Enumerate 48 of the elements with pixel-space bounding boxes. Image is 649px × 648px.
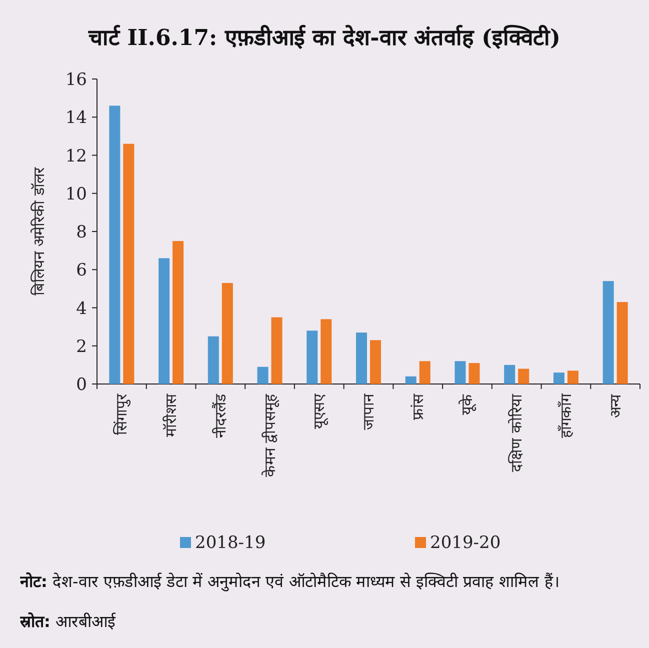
bar bbox=[109, 106, 120, 384]
y-tick-label: 10 bbox=[65, 184, 87, 204]
y-tick-label: 4 bbox=[76, 298, 87, 319]
x-tick-label: केमन द्वीपसमूह bbox=[260, 393, 280, 477]
x-tick-label: अन्य bbox=[606, 394, 624, 418]
bar bbox=[567, 370, 578, 384]
bar bbox=[370, 340, 381, 384]
y-tick-label: 2 bbox=[76, 336, 87, 357]
y-tick-label: 0 bbox=[76, 375, 87, 395]
bar bbox=[356, 332, 367, 384]
y-tick-label: 12 bbox=[65, 146, 87, 166]
x-tick-label: सिंगापुर bbox=[112, 393, 132, 435]
x-tick-label: जापान bbox=[360, 393, 378, 430]
legend-label: 2019-20 bbox=[430, 533, 501, 553]
x-tick-label: यूएसए bbox=[310, 393, 330, 429]
bar bbox=[257, 366, 268, 384]
bar bbox=[123, 144, 134, 384]
bar bbox=[208, 336, 219, 384]
bar bbox=[518, 368, 530, 384]
bar bbox=[616, 302, 628, 384]
x-tick-label: यूके bbox=[458, 394, 478, 415]
bar bbox=[602, 281, 614, 384]
y-axis-title: बिलियन अमेरिकी डॉलर bbox=[30, 166, 48, 296]
bar bbox=[553, 372, 564, 384]
text: नोट: देश-वार एफ़डीआई डेटा में अनुमोदन एवं ऑटोमैटिक माध्यम से इक्विटी प्रवाह शामिल हैं। bbox=[20, 572, 560, 591]
x-tick-label: हॉंगकॉंग bbox=[556, 393, 575, 438]
legend-label: 2018-19 bbox=[195, 533, 266, 553]
bar bbox=[468, 363, 480, 384]
x-tick-label: नीदरलैंड bbox=[211, 393, 230, 438]
bar bbox=[454, 361, 466, 384]
y-tick-label: 14 bbox=[65, 108, 87, 128]
text: स्रोत: आरबीआई bbox=[20, 612, 117, 631]
bar bbox=[306, 330, 318, 384]
bar bbox=[172, 241, 184, 384]
x-tick-label: फ्रांस bbox=[408, 393, 427, 420]
x-tick-label: दक्षिण कोरिया bbox=[508, 393, 526, 472]
y-tick-label: 8 bbox=[76, 222, 87, 242]
bar bbox=[504, 364, 516, 384]
x-tick-label: मॉरीशस bbox=[162, 393, 180, 437]
y-tick-label: 6 bbox=[76, 260, 87, 281]
y-tick-label: 16 bbox=[65, 70, 87, 90]
bar bbox=[320, 319, 332, 384]
bar bbox=[405, 376, 416, 384]
bar bbox=[158, 258, 170, 384]
bar bbox=[419, 361, 430, 384]
bar bbox=[222, 282, 233, 384]
bar bbox=[271, 317, 282, 384]
chart-title: चार्ट II.6.17: एफ़डीआई का देश-वार अंतर्वाह (इक्विटी) bbox=[88, 24, 560, 51]
